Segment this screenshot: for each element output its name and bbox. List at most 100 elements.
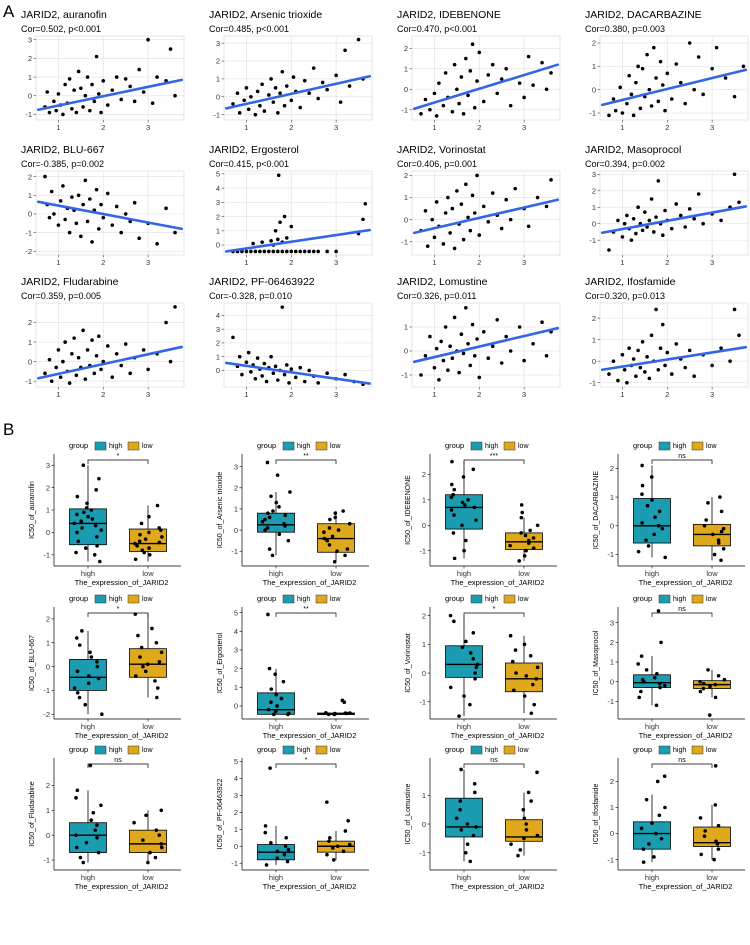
data-point <box>90 82 94 87</box>
tick-label-y: 3 <box>216 325 220 334</box>
legend-title: group <box>445 594 464 603</box>
data-point <box>263 830 268 835</box>
data-point <box>419 373 423 377</box>
data-point <box>82 510 86 515</box>
data-point <box>459 827 464 832</box>
tick-label-y: 0 <box>46 831 50 840</box>
data-point <box>458 807 462 812</box>
legend-label-high: high <box>673 443 686 450</box>
significance-label: ns <box>678 453 686 460</box>
data-point <box>640 339 645 344</box>
data-point <box>430 217 434 222</box>
legend-swatch-high <box>658 441 671 451</box>
tick-label-y: 1 <box>46 506 50 515</box>
data-point <box>325 371 329 376</box>
data-point <box>663 208 667 213</box>
data-point <box>74 550 78 555</box>
legend-label-low: low <box>706 443 717 450</box>
data-point <box>265 460 270 465</box>
tick-label-x: 2 <box>665 123 669 132</box>
data-point <box>276 378 280 382</box>
data-point <box>147 530 151 535</box>
data-point <box>607 372 611 376</box>
tick-label-y: 1 <box>216 226 220 235</box>
data-point <box>627 73 631 78</box>
data-point <box>687 207 692 211</box>
data-point <box>669 97 674 101</box>
scatter-title: JARID2, IDEBENONE <box>397 9 501 21</box>
scatter-plot-1: JARID2, Arsenic trioxide Cor=0.485, p<0.0… <box>209 9 373 132</box>
tick-label-y: 0 <box>46 662 50 671</box>
data-point <box>52 212 56 216</box>
data-point <box>95 823 99 827</box>
data-point <box>264 863 269 867</box>
data-point <box>448 231 452 235</box>
data-point <box>470 322 475 327</box>
data-point <box>168 359 173 364</box>
data-point <box>155 686 160 690</box>
data-point <box>93 523 98 528</box>
data-point <box>283 513 288 518</box>
data-point <box>119 363 124 368</box>
legend-swatch-high <box>282 441 295 451</box>
data-point <box>473 790 477 795</box>
data-point <box>274 500 279 505</box>
data-point <box>92 371 97 376</box>
data-point <box>99 367 103 372</box>
data-point <box>89 818 94 823</box>
data-point <box>620 111 625 115</box>
data-point <box>457 714 461 718</box>
legend-swatch-high <box>94 594 107 604</box>
data-point <box>70 107 74 111</box>
data-point <box>669 226 674 231</box>
data-point <box>244 249 249 254</box>
data-point <box>687 41 692 45</box>
data-point <box>287 711 291 716</box>
data-point <box>278 220 282 225</box>
data-point <box>658 346 663 351</box>
tick-label-x: 1 <box>620 390 624 399</box>
data-point <box>646 544 651 548</box>
data-point <box>325 538 330 543</box>
data-point <box>634 374 638 379</box>
data-point <box>437 81 441 85</box>
data-point <box>451 492 455 497</box>
data-point <box>105 344 110 348</box>
data-point <box>528 528 532 533</box>
tick-label-y: 0 <box>234 526 238 535</box>
data-point <box>341 509 345 513</box>
data-point <box>625 101 629 106</box>
tick-label-y: -1 <box>419 848 426 857</box>
data-point <box>464 538 468 543</box>
data-point <box>255 356 260 360</box>
legend-swatch-low <box>127 745 140 755</box>
data-point <box>249 94 253 99</box>
tick-label-y: 0 <box>234 702 238 711</box>
data-point <box>486 220 491 224</box>
tick-label-y: 2 <box>216 212 220 221</box>
legend-swatch-low <box>691 441 704 451</box>
data-point <box>674 62 679 66</box>
data-point <box>47 215 52 220</box>
data-point <box>701 686 706 691</box>
legend-title: group <box>633 594 652 603</box>
data-point <box>86 514 90 519</box>
data-point <box>138 532 142 537</box>
data-point <box>77 695 82 700</box>
data-point <box>285 859 290 864</box>
data-point <box>423 208 428 213</box>
data-point <box>99 528 104 532</box>
legend-swatch-high <box>658 594 671 604</box>
data-point <box>652 532 656 537</box>
data-point <box>513 186 517 191</box>
tick-label-y: 0 <box>592 85 596 94</box>
data-point <box>282 103 287 108</box>
data-point <box>710 532 715 537</box>
data-point <box>449 482 454 487</box>
box-plot-7: group high low -1 0 1 2 3 IC50_of_Masoprocol The_… <box>593 594 745 740</box>
scatter-stats: Cor=0.380, p=0.003 <box>585 24 665 34</box>
box-plot-8: group high low -1 0 1 2 IC50_of_Fludarabine The_… <box>29 745 181 891</box>
data-point <box>472 505 477 510</box>
data-point <box>343 553 347 558</box>
data-point <box>145 662 150 666</box>
